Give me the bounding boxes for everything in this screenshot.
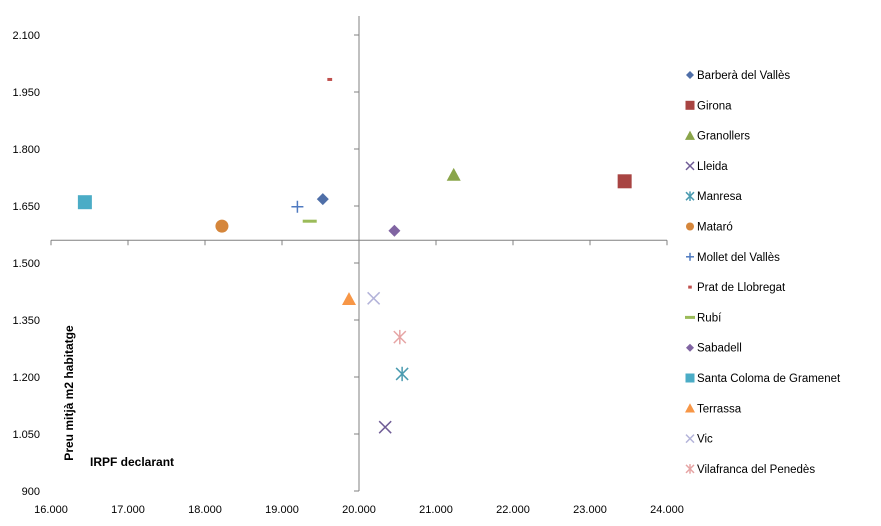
legend-marker [685,464,695,474]
y-tick-label: 900 [22,486,40,498]
legend: Barberà del Vallès Girona Granollers Lleida… [685,70,841,476]
x-tick-label: 22.000 [496,504,530,516]
axes [50,16,668,492]
point-vic [367,291,381,305]
y-tick-label: 1.650 [12,201,40,213]
legend-label: Prat de Llobregat [697,282,786,294]
legend-item-terrassa: Terrassa [685,403,742,415]
x-tick-label: 16.000 [34,504,68,516]
legend-marker [688,285,692,289]
legend-label: Girona [697,100,732,112]
legend-label: Granollers [697,131,750,143]
legend-marker [685,161,695,171]
legend-label: Vilafranca del Penedès [697,464,815,476]
point-granollers [446,167,461,181]
legend-item-lleida: Lleida [685,161,728,173]
point-mollet-del-valles [291,200,304,213]
x-tick-label: 19.000 [265,504,299,516]
legend-marker [686,252,694,261]
x-tick-labels: 16.000 17.000 18.000 19.000 20.000 21.000 22.0… [34,504,684,516]
legend-item-girona: Girona [685,100,732,112]
x-tick-label: 24.000 [650,504,684,516]
y-tick-label: 2.100 [12,30,40,42]
y-tick-labels: 900 1.050 1.200 1.350 1.500 1.650 1.800 1.950 2.… [12,30,40,498]
legend-marker [685,100,695,110]
legend-marker [685,191,695,201]
legend-label: Manresa [697,191,742,203]
legend-item-santa-coloma-de-gramenet: Santa Coloma de Gramenet [685,373,841,385]
point-barbera-del-valles [316,193,329,206]
legend-label: Sabadell [697,343,742,355]
y-tick-label: 1.200 [12,372,40,384]
legend-marker [685,403,695,413]
x-tick-label: 20.000 [342,504,376,516]
point-terrassa [341,292,356,306]
point-sabadell [388,224,401,237]
legend-marker [686,343,694,352]
point-santa-coloma-de-gramenet [77,195,92,210]
legend-item-rubi: Rubí [685,312,722,324]
data-points [77,77,632,434]
x-tick-label: 21.000 [419,504,453,516]
legend-item-barbera-del-valles: Barberà del Vallès [686,70,790,82]
legend-marker [685,130,695,140]
legend-item-prat-de-llobregat: Prat de Llobregat [688,282,786,294]
point-vilafranca-del-penedes [393,329,407,345]
legend-item-vilafranca-del-penedes: Vilafranca del Penedès [685,464,815,476]
legend-item-sabadell: Sabadell [686,343,742,355]
x-axis-title: IRPF declarant [90,455,174,469]
y-tick-label: 1.800 [12,144,40,156]
legend-marker [686,222,694,231]
legend-label: Mataró [697,222,733,234]
point-mataro [215,219,229,233]
legend-marker [685,434,695,444]
y-tick-label: 1.950 [12,87,40,99]
legend-label: Santa Coloma de Gramenet [697,373,841,385]
legend-label: Mollet del Vallès [697,252,780,264]
legend-item-vic: Vic [685,434,713,446]
x-tick-label: 23.000 [573,504,607,516]
legend-marker [686,71,694,79]
legend-item-mataro: Mataró [686,222,733,234]
legend-label: Lleida [697,161,728,173]
y-tick-label: 1.350 [12,315,40,327]
point-manresa [395,366,409,382]
point-girona [617,174,632,189]
x-tick-label: 18.000 [188,504,222,516]
legend-item-mollet-del-valles: Mollet del Vallès [686,252,780,264]
point-rubi [302,219,317,223]
y-tick-label: 1.500 [12,258,40,270]
legend-marker [685,373,695,383]
legend-item-manresa: Manresa [685,191,742,203]
legend-marker [685,315,695,319]
point-lleida [378,420,392,434]
legend-item-granollers: Granollers [685,130,750,143]
legend-label: Terrassa [697,403,742,415]
point-prat-de-llobregat [327,77,333,81]
legend-label: Barberà del Vallès [697,70,790,82]
y-axis-title: Preu mitjà m2 habitatge [62,325,76,461]
legend-label: Rubí [697,312,722,324]
x-tick-label: 17.000 [111,504,145,516]
y-tick-label: 1.050 [12,429,40,441]
legend-label: Vic [697,434,713,446]
